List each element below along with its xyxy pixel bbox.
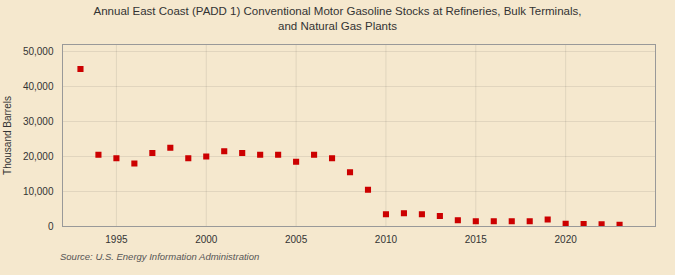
html-text:Annual East Coast (PADD 1) Con: Annual East Coast (PADD 1) Conventional … [93, 5, 582, 32]
svg-text:30,000: 30,000 [23, 116, 54, 127]
svg-text:1995: 1995 [105, 234, 128, 245]
svg-text:10,000: 10,000 [23, 186, 54, 197]
svg-text:Thousand Barrels: Thousand Barrels [2, 96, 13, 175]
svg-text:50,000: 50,000 [23, 46, 54, 57]
svg-text:0: 0 [48, 221, 54, 232]
svg-text:40,000: 40,000 [23, 81, 54, 92]
svg-text:2000: 2000 [195, 234, 218, 245]
svg-text:2010: 2010 [375, 234, 398, 245]
svg-text:20,000: 20,000 [23, 151, 54, 162]
svg-text:2015: 2015 [465, 234, 488, 245]
svg-text:2020: 2020 [555, 234, 578, 245]
svg-text:2005: 2005 [285, 234, 308, 245]
html-text:Source: U.S. Energy Informatio: Source: U.S. Energy Information Administ… [60, 251, 260, 262]
